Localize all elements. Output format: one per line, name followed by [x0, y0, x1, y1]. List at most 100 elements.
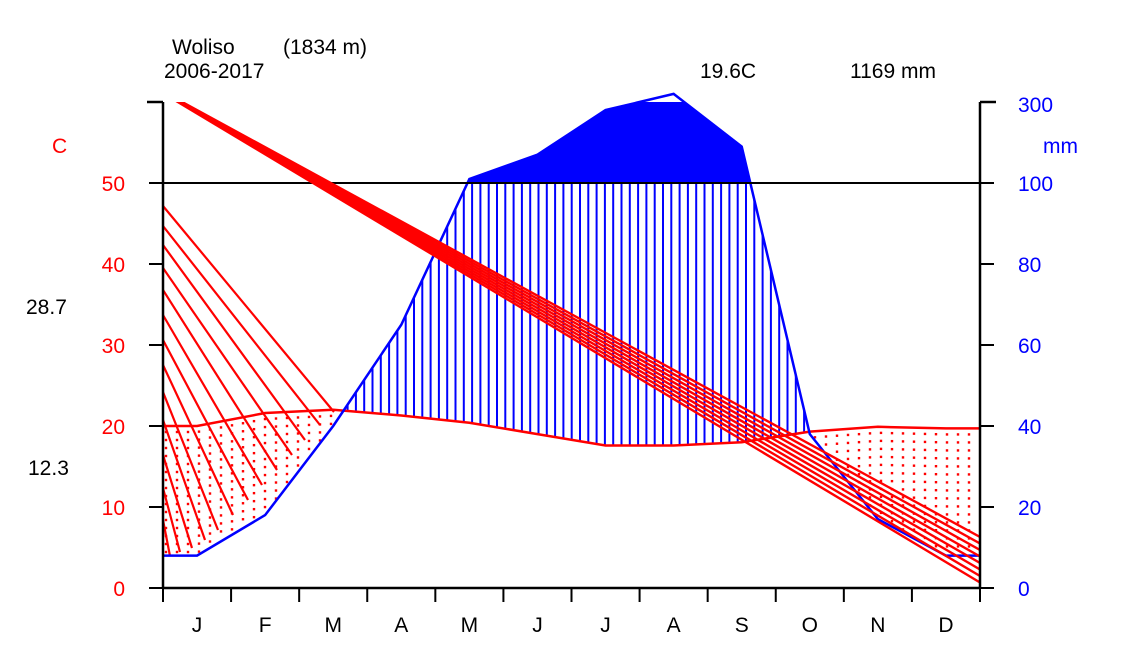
arid-period-dot: [912, 520, 916, 523]
station-title: Woliso: [172, 36, 235, 59]
arid-period-dot: [230, 464, 234, 467]
arid-period-dot: [164, 470, 168, 474]
arid-period-dot: [241, 446, 245, 449]
arid-period-dot: [241, 518, 245, 521]
arid-period-dot: [296, 448, 300, 451]
arid-period-dot: [923, 528, 927, 532]
arid-period-dot: [197, 486, 201, 489]
arid-period-dot: [912, 464, 916, 467]
arid-period-dot: [901, 480, 905, 483]
arid-period-dot: [868, 448, 872, 451]
arid-period-dot: [285, 480, 289, 484]
arid-period-dot: [912, 448, 916, 451]
max-temp-label: 28.7: [26, 296, 67, 319]
arid-period-dot: [967, 545, 971, 548]
arid-period-dot: [923, 432, 927, 436]
arid-period-dot: [186, 518, 190, 522]
arid-period-dot: [285, 456, 289, 460]
arid-period-dot: [912, 440, 916, 443]
arid-period-dot: [901, 440, 905, 443]
arid-period-dot: [164, 486, 168, 490]
arid-period-dot: [945, 505, 949, 508]
arid-period-dot: [197, 534, 201, 537]
arid-period-dot: [912, 432, 916, 435]
arid-period-dot: [296, 432, 300, 435]
arid-period-dot: [923, 472, 927, 476]
diagonal-band-line: [175, 102, 980, 584]
arid-hatch-line: [163, 267, 293, 456]
arid-period-dot: [252, 483, 256, 487]
temp-tick-label: 10: [102, 497, 125, 520]
arid-period-dot: [197, 502, 201, 505]
arid-period-dot: [824, 435, 828, 438]
arid-period-dot: [208, 460, 212, 463]
arid-period-dot: [164, 510, 168, 514]
arid-period-dot: [318, 415, 322, 418]
arid-period-dot: [164, 550, 168, 554]
arid-period-dot: [934, 504, 938, 508]
arid-period-dot: [263, 465, 267, 469]
arid-period-dot: [923, 480, 927, 484]
arid-period-dot: [285, 464, 289, 468]
arid-period-dot: [186, 510, 190, 514]
arid-period-dot: [230, 456, 234, 459]
arid-period-dot: [813, 436, 817, 439]
arid-period-dot: [164, 542, 168, 546]
arid-period-dot: [967, 481, 971, 484]
arid-period-dot: [967, 441, 971, 444]
arid-hatch-line: [163, 391, 220, 531]
arid-period-dot: [252, 419, 256, 423]
arid-period-dot: [890, 455, 894, 459]
arid-period-dot: [175, 430, 179, 434]
arid-period-dot: [197, 430, 201, 433]
arid-period-dot: [846, 465, 850, 469]
arid-period-dot: [318, 439, 322, 442]
arid-period-dot: [868, 464, 872, 467]
arid-period-dot: [890, 479, 894, 483]
arid-period-dot: [923, 448, 927, 452]
arid-period-dot: [274, 481, 278, 484]
arid-period-dot: [857, 440, 861, 444]
arid-period-dot: [274, 473, 278, 476]
arid-period-dot: [208, 492, 212, 495]
arid-period-dot: [956, 489, 960, 492]
arid-period-dot: [890, 471, 894, 475]
arid-period-dot: [846, 449, 850, 453]
left-axis-unit: C: [52, 135, 67, 158]
arid-period-dot: [252, 507, 256, 511]
arid-period-dot: [945, 521, 949, 524]
arid-period-dot: [274, 433, 278, 436]
arid-period-dot: [945, 489, 949, 492]
arid-period-dot: [164, 446, 168, 450]
right-axis-unit: mm: [1043, 135, 1078, 158]
arid-period-dot: [164, 478, 168, 482]
arid-period-dot: [846, 457, 850, 461]
arid-period-dot: [197, 494, 201, 497]
arid-period-dot: [208, 436, 212, 439]
period-label: 2006-2017: [164, 60, 264, 83]
precip-tick-label: 0: [1018, 578, 1030, 601]
arid-period-dot: [208, 468, 212, 471]
arid-period-dot: [956, 433, 960, 436]
arid-period-dot: [175, 446, 179, 450]
arid-period-dot: [230, 424, 234, 427]
arid-period-dot: [307, 431, 311, 435]
arid-period-dot: [934, 456, 938, 460]
arid-period-dot: [164, 518, 168, 522]
arid-period-dot: [857, 432, 861, 436]
arid-period-dot: [208, 452, 212, 455]
station-elevation: (1834 m): [283, 36, 367, 59]
arid-period-dot: [219, 434, 223, 437]
arid-hatch-line: [163, 364, 234, 516]
arid-period-dot: [879, 455, 883, 459]
arid-period-dot: [868, 472, 872, 475]
arid-period-dot: [868, 432, 872, 435]
temp-tick-label: 50: [102, 173, 125, 196]
arid-period-dot: [208, 444, 212, 447]
arid-period-dot: [263, 417, 267, 421]
arid-period-dot: [208, 484, 212, 487]
arid-period-dot: [879, 447, 883, 451]
arid-period-dot: [296, 456, 300, 459]
arid-period-dot: [285, 424, 289, 428]
arid-period-dot: [901, 504, 905, 507]
